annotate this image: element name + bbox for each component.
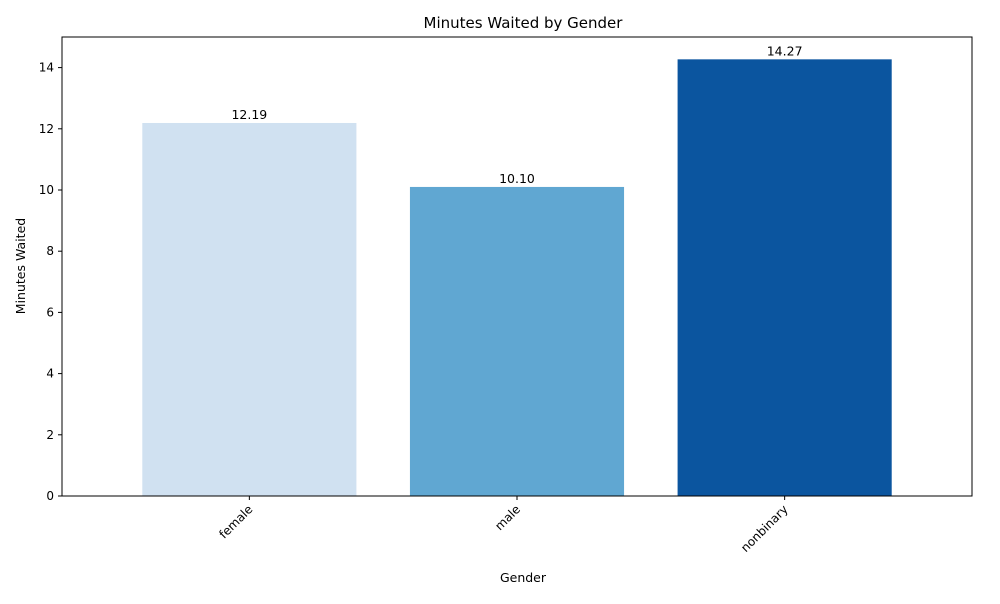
y-tick-label: 10 [39, 183, 54, 197]
x-axis-ticks: female male nonbinary [216, 496, 791, 555]
y-tick-label: 14 [39, 61, 54, 75]
x-axis-label: Gender [500, 570, 547, 585]
y-tick-label: 2 [46, 428, 54, 442]
bar-male [409, 186, 625, 496]
x-tick-label-nonbinary: nonbinary [738, 502, 791, 555]
bar-nonbinary [677, 59, 892, 496]
bar-female [142, 122, 357, 497]
data-label-nonbinary: 14.27 [767, 43, 803, 58]
y-tick-label: 4 [46, 367, 54, 381]
y-axis-ticks: 0 2 4 6 8 10 12 14 [39, 61, 62, 503]
y-tick-label: 8 [46, 244, 54, 258]
plot-frame [61, 36, 973, 497]
y-tick-label: 0 [46, 489, 54, 503]
data-label-female: 12.19 [231, 107, 267, 122]
y-tick-label: 12 [39, 122, 54, 136]
x-tick-label-female: female [216, 502, 255, 541]
x-tick-label-male: male [492, 502, 523, 533]
y-axis-label: Minutes Waited [13, 218, 28, 314]
y-tick-label: 6 [46, 305, 54, 319]
data-labels: 12.19 10.10 14.27 [231, 43, 802, 186]
chart-title: Minutes Waited by Gender [424, 14, 624, 32]
data-label-male: 10.10 [499, 171, 535, 186]
bars [142, 59, 892, 497]
